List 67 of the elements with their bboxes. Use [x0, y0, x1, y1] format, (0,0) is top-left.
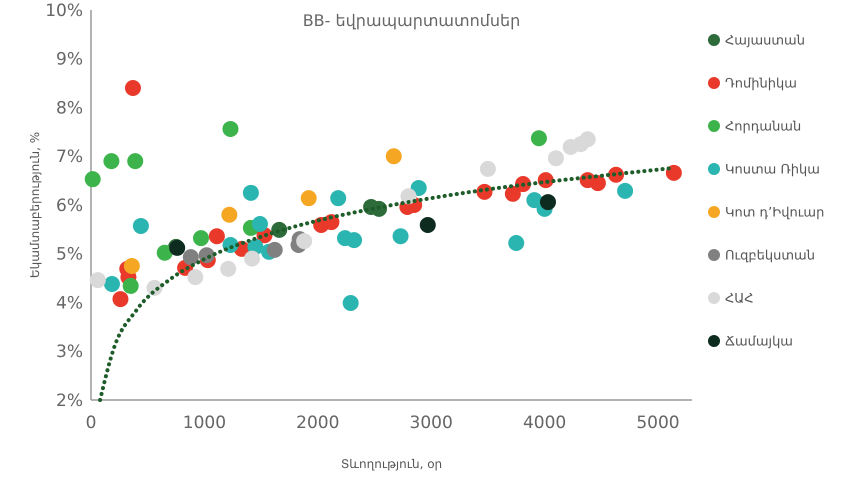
y-tick-label: 5% [56, 244, 83, 265]
point [244, 250, 260, 267]
y-tick-label: 3% [56, 342, 83, 362]
point [208, 228, 225, 244]
y-tick-label: 10% [45, 0, 83, 21]
x-axis-title: Տևողություն, օր [340, 457, 442, 471]
point [222, 120, 238, 137]
point [386, 148, 402, 164]
point [252, 216, 268, 232]
point [127, 153, 144, 170]
point [103, 153, 120, 170]
point [504, 186, 521, 202]
point [666, 164, 682, 181]
point [84, 171, 101, 188]
legend-label: Ճամայկա [725, 334, 793, 350]
point [192, 230, 209, 246]
y-axis-title: Եկամտաբերություն, % [28, 132, 42, 278]
chart-title: BB- եվրապարտատոմսեր [302, 11, 520, 30]
point [508, 235, 524, 252]
point [617, 182, 634, 199]
point [342, 294, 359, 311]
point [296, 233, 312, 250]
point [410, 180, 427, 196]
point [124, 258, 140, 274]
point [182, 249, 199, 266]
x-tick-label: 0 [86, 413, 96, 433]
point [530, 130, 547, 146]
legend-label: Կոտ դ՚Իվուար [725, 206, 824, 221]
y-tick-label: 6% [56, 196, 83, 216]
y-tick-label: 7% [56, 147, 83, 168]
y-tick-label: 9% [56, 50, 83, 70]
point [221, 206, 238, 223]
point [242, 184, 259, 201]
point [156, 244, 173, 261]
y-tick-label: 8% [56, 98, 83, 118]
point [112, 291, 128, 308]
point [124, 80, 141, 96]
point [480, 160, 496, 177]
point [132, 218, 149, 234]
legend-label: ՀԱՀ [725, 292, 754, 307]
point [580, 131, 596, 148]
legend-label: Հայաստան [725, 34, 805, 49]
x-tick-label: 4000 [522, 413, 566, 433]
y-tick-label: 4% [56, 293, 83, 314]
point [300, 190, 317, 206]
legend-label: Կոստա Ռիկա [725, 162, 820, 178]
point [104, 276, 120, 292]
x-tick-label: 1000 [182, 413, 226, 433]
point [187, 269, 204, 286]
point [220, 260, 236, 277]
point [392, 228, 409, 244]
legend-label: Դոմինիկա [725, 76, 797, 92]
point [330, 190, 346, 206]
point [420, 216, 436, 233]
x-tick-label: 3000 [410, 413, 453, 433]
point [122, 278, 139, 294]
point [346, 232, 362, 248]
x-tick-label: 2000 [296, 413, 340, 433]
y-tick-label: 2% [56, 390, 83, 411]
point [540, 194, 556, 210]
x-tick-label: 5000 [636, 413, 680, 433]
point [590, 175, 606, 192]
point [90, 272, 106, 288]
point [266, 242, 283, 258]
point [548, 150, 564, 166]
legend-label: Ուզբեկստան [725, 248, 815, 264]
legend-label: Հորդանան [725, 120, 802, 135]
